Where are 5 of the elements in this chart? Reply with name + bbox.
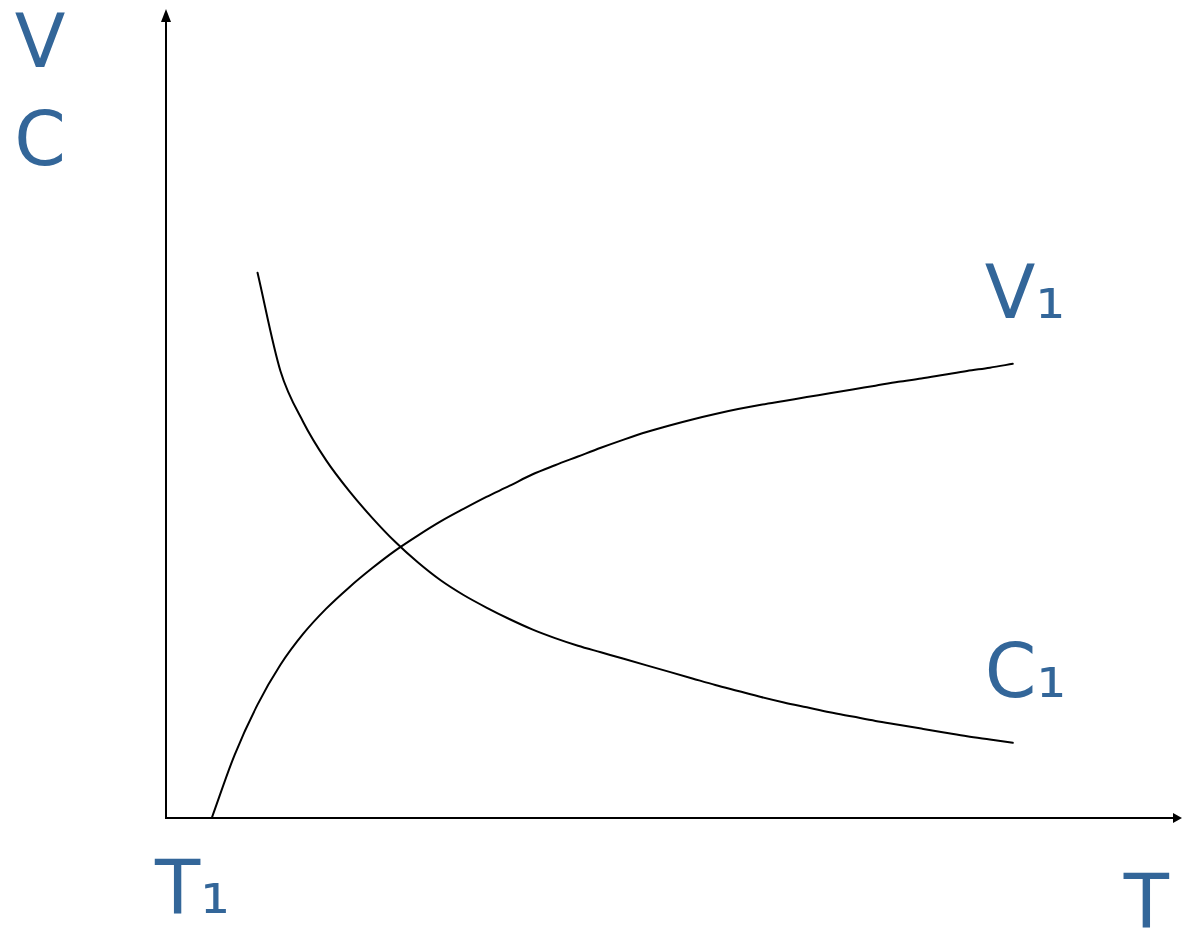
series-label: V₁: [984, 248, 1066, 335]
text: T₁: [154, 844, 230, 930]
y-axis-title: V C: [14, 0, 66, 182]
series-label: C₁: [984, 627, 1067, 714]
x-axis-title: T: [1122, 858, 1170, 930]
